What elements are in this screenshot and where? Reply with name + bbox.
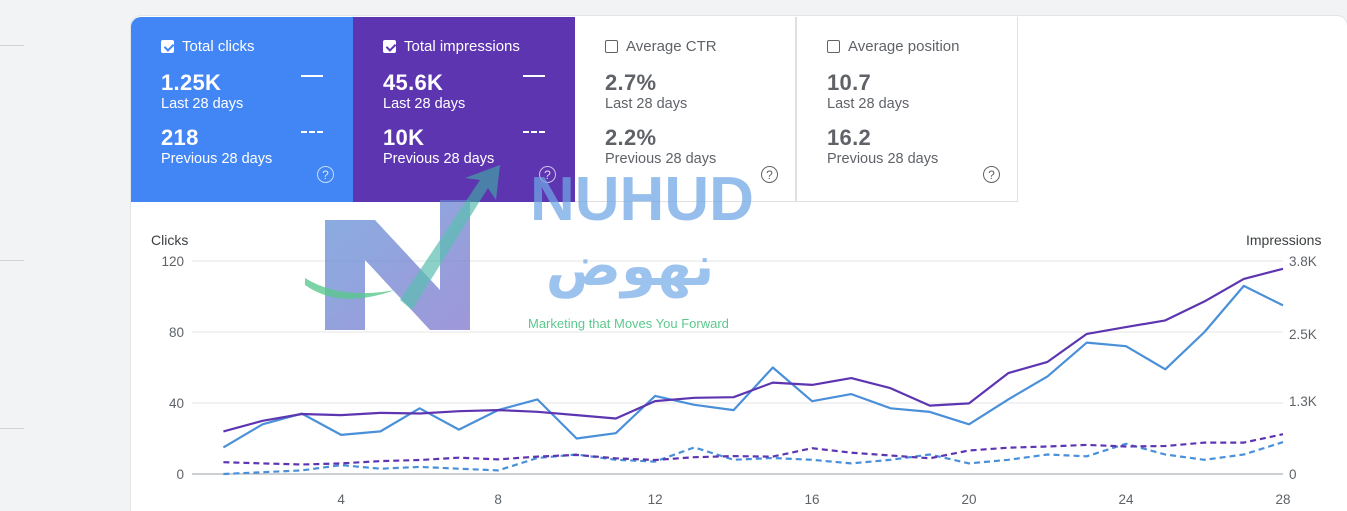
right-axis-tick-label: 1.3K [1289,394,1317,409]
nuhud-watermark-logo: NUHUD نهوض Marketing that Moves You Forw… [305,165,754,331]
metric-tile-clicks[interactable]: Total clicks 1.25K Last 28 days 218 Prev… [131,17,353,202]
watermark-arabic: نهوض [546,234,714,299]
help-icon[interactable]: ? [761,166,778,183]
metric-period: Last 28 days [827,96,910,112]
metric-label: Total impressions [404,37,520,55]
metric-label: Average CTR [626,37,717,55]
x-axis-tick-label: 12 [648,492,663,507]
metric-tile-position[interactable]: Average position 10.7 Last 28 days 16.2 … [796,17,1018,202]
metric-prev-value: 218 [161,125,199,150]
metric-period: Last 28 days [383,96,466,112]
x-axis-tick-label: 24 [1119,492,1135,507]
metric-value: 10.7 [827,70,872,95]
clicks-previous-series-line [223,441,1284,476]
metric-prev-period: Previous 28 days [161,151,273,167]
solid-line-legend-icon [301,75,323,77]
x-axis-tick-label: 16 [805,492,820,507]
metric-label: Total clicks [182,37,255,55]
right-axis-tick-label: 2.5K [1289,327,1317,342]
x-axis-tick-label: 20 [962,492,977,507]
right-axis-tick-label: 0 [1289,467,1297,482]
metric-tile-impressions[interactable]: Total impressions 45.6K Last 28 days 10K… [353,17,575,202]
metric-value: 45.6K [383,70,444,95]
left-axis-tick-label: 40 [169,396,184,411]
rail-divider [0,260,24,261]
metric-tile-ctr[interactable]: Average CTR 2.7% Last 28 days 2.2% Previ… [575,17,796,202]
left-axis-tick-label: 120 [161,254,184,269]
checkbox-icon[interactable] [383,39,396,53]
x-axis-tick-label: 8 [494,492,502,507]
x-axis-tick-label: 4 [337,492,345,507]
dashed-line-legend-icon [523,131,545,133]
metric-value: 1.25K [161,70,222,95]
checkbox-icon[interactable] [605,39,618,53]
watermark-brand: NUHUD [530,165,754,234]
metric-period: Last 28 days [605,96,688,112]
help-icon[interactable]: ? [983,166,1000,183]
metric-period: Last 28 days [161,96,244,112]
checkbox-icon[interactable] [161,39,174,53]
impressions-previous-series-line [223,433,1284,466]
watermark-tagline: Marketing that Moves You Forward [528,316,729,331]
dashed-line-legend-icon [301,131,323,133]
right-axis-tick-label: 3.8K [1289,254,1317,269]
left-axis-tick-label: 0 [176,467,184,482]
metric-prev-value: 10K [383,125,425,150]
metric-prev-period: Previous 28 days [827,151,939,167]
help-icon[interactable]: ? [539,166,556,183]
x-axis-tick-label: 28 [1275,492,1290,507]
left-rail [0,0,130,511]
metric-label: Average position [848,37,960,55]
metric-prev-value: 16.2 [827,125,872,150]
rail-divider [0,45,24,46]
rail-divider [0,428,24,429]
impressions-series-line [223,267,1284,433]
metric-prev-period: Previous 28 days [383,151,495,167]
left-axis-title: Clicks [151,232,189,248]
metric-prev-period: Previous 28 days [605,151,717,167]
checkbox-icon[interactable] [827,39,840,53]
help-icon[interactable]: ? [317,166,334,183]
left-axis-tick-label: 80 [169,325,184,340]
right-axis-title: Impressions [1246,232,1322,248]
solid-line-legend-icon [523,75,545,77]
metric-value: 2.7% [605,70,657,95]
metric-prev-value: 2.2% [605,125,657,150]
